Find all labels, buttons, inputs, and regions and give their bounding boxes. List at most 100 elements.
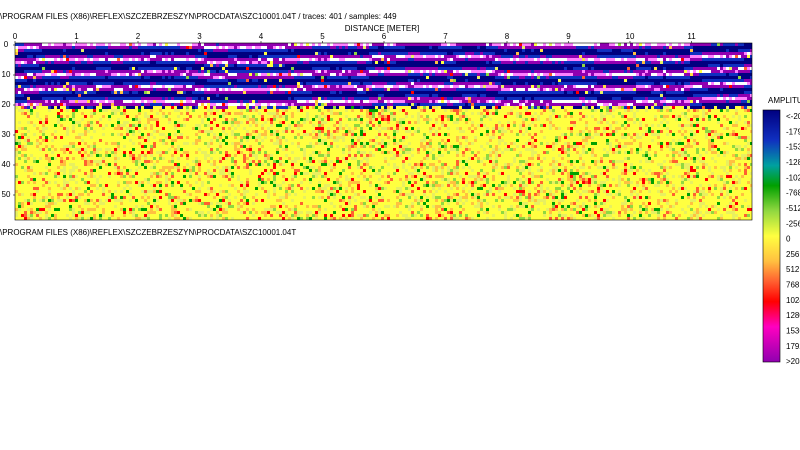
radar-cell	[87, 100, 90, 103]
radar-cell	[27, 79, 30, 82]
radar-cell	[732, 49, 735, 52]
radar-cell	[723, 94, 726, 97]
radar-cell	[390, 64, 393, 67]
radar-cell	[171, 97, 174, 100]
radar-cell	[750, 55, 752, 58]
radar-cell	[111, 103, 114, 106]
radar-cell	[507, 73, 510, 76]
radar-cell	[387, 82, 390, 85]
radar-cell	[318, 94, 321, 97]
radar-cell	[108, 97, 111, 100]
radar-cell	[690, 88, 693, 91]
radar-cell	[678, 46, 681, 49]
radar-cell	[429, 64, 432, 67]
radar-cell	[246, 73, 249, 76]
radar-cell	[216, 91, 219, 94]
radar-cell	[309, 97, 312, 100]
radar-cell	[177, 103, 180, 106]
radar-cell	[270, 61, 273, 64]
radar-cell	[318, 49, 321, 52]
radar-cell	[138, 79, 141, 82]
radar-cell	[399, 61, 402, 64]
radar-cell	[513, 64, 516, 67]
radar-cell	[60, 82, 63, 85]
radar-cell	[207, 100, 210, 103]
radar-cell	[429, 94, 432, 97]
radar-cell	[675, 85, 678, 88]
radar-cell	[375, 67, 378, 70]
radar-cell	[237, 73, 240, 76]
radar-cell	[540, 67, 543, 70]
radar-cell	[21, 46, 24, 49]
radar-cell	[276, 94, 279, 97]
radar-cell	[252, 82, 255, 85]
radar-cell	[576, 46, 579, 49]
radar-cell	[555, 67, 558, 70]
radar-cell	[30, 97, 33, 100]
radar-cell	[396, 43, 399, 46]
radar-cell	[39, 43, 42, 46]
radar-cell	[348, 94, 351, 97]
radar-cell	[591, 61, 594, 64]
radar-cell	[324, 49, 327, 52]
radar-cell	[729, 79, 732, 82]
radar-cell	[555, 73, 558, 76]
radar-cell	[663, 100, 666, 103]
radar-cell	[513, 67, 516, 70]
radar-cell	[285, 64, 288, 67]
radar-cell	[477, 97, 480, 100]
radar-cell	[606, 43, 609, 46]
radar-cell	[237, 67, 240, 70]
radar-cell	[240, 94, 243, 97]
radar-cell	[48, 70, 51, 73]
radar-cell	[402, 55, 405, 58]
radar-cell	[351, 100, 354, 103]
radar-cell	[234, 85, 237, 88]
radar-cell	[207, 94, 210, 97]
radar-cell	[279, 55, 282, 58]
radar-cell	[645, 88, 648, 91]
radar-cell	[714, 61, 717, 64]
radar-cell	[225, 73, 228, 76]
radar-cell	[552, 79, 555, 82]
radar-cell	[720, 64, 723, 67]
radar-cell	[531, 64, 534, 67]
radar-cell	[270, 55, 273, 58]
radar-cell	[231, 61, 234, 64]
radar-cell	[594, 46, 597, 49]
radar-cell	[627, 61, 630, 64]
radar-cell	[339, 82, 342, 85]
radar-cell	[738, 70, 741, 73]
radar-cell	[435, 73, 438, 76]
radar-cell	[27, 46, 30, 49]
radar-cell	[18, 91, 21, 94]
radar-cell	[462, 64, 465, 67]
radar-cell	[99, 97, 102, 100]
radar-cell	[117, 52, 120, 55]
radar-cell	[438, 49, 441, 52]
radar-cell	[354, 52, 357, 55]
radar-cell	[399, 97, 402, 100]
radar-cell	[564, 91, 567, 94]
radar-cell	[204, 46, 207, 49]
radar-cell	[507, 97, 510, 100]
radar-cell	[648, 73, 651, 76]
radar-cell	[141, 61, 144, 64]
radar-cell	[54, 103, 57, 106]
radar-cell	[120, 88, 123, 91]
radar-cell	[207, 46, 210, 49]
radar-cell	[255, 76, 258, 79]
radar-cell	[504, 94, 507, 97]
radar-cell	[198, 70, 201, 73]
radar-cell	[570, 88, 573, 91]
radar-cell	[666, 67, 669, 70]
radar-cell	[249, 61, 252, 64]
radar-cell	[351, 55, 354, 58]
radar-cell	[240, 91, 243, 94]
radar-cell	[420, 61, 423, 64]
radar-cell	[552, 97, 555, 100]
radar-cell	[678, 79, 681, 82]
radar-cell	[534, 52, 537, 55]
radar-cell	[147, 100, 150, 103]
radar-cell	[660, 67, 663, 70]
